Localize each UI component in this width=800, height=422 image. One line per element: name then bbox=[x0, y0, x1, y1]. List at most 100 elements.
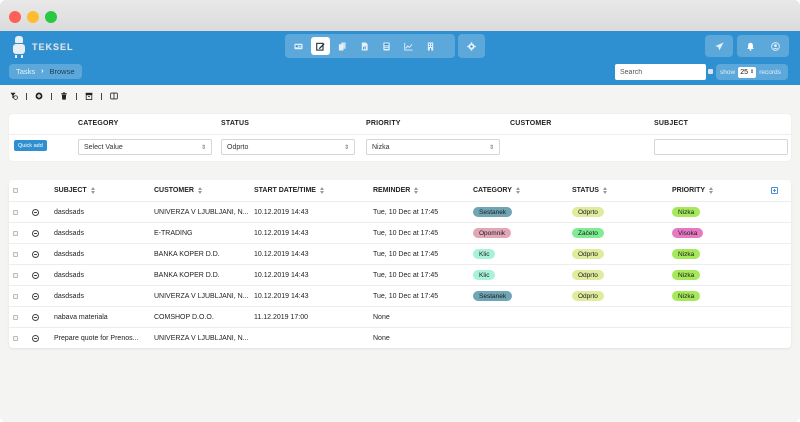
filter-label-customer: CUSTOMER bbox=[510, 120, 552, 127]
row-checkbox[interactable] bbox=[13, 293, 18, 299]
quick-add-button[interactable]: Quick add bbox=[14, 140, 47, 151]
table-row[interactable]: dasdsads BANKA KOPER D.D. 10.12.2019 14:43… bbox=[9, 244, 791, 265]
cell-subject[interactable]: Prepare quote for Prenos... bbox=[54, 335, 139, 342]
row-remove-icon[interactable] bbox=[32, 292, 39, 300]
cell-subject[interactable]: dasdsads bbox=[54, 292, 84, 300]
row-remove-icon[interactable] bbox=[32, 313, 39, 321]
column-header-customer[interactable]: CUSTOMER bbox=[154, 180, 202, 201]
column-header-category[interactable]: CATEGORY bbox=[473, 180, 520, 201]
nav-analytics-button[interactable] bbox=[399, 37, 418, 55]
category-badge: Opomnik bbox=[473, 228, 512, 238]
category-filter-select[interactable]: Select Value ⇕ bbox=[78, 139, 212, 155]
cell-subject[interactable]: nabava materiala bbox=[54, 313, 108, 321]
cell-subject[interactable]: dasdsads bbox=[54, 250, 84, 258]
maximize-window-button[interactable] bbox=[45, 11, 57, 23]
priority-badge: Nizka bbox=[672, 270, 701, 280]
column-header-reminder[interactable]: REMINDER bbox=[373, 180, 419, 201]
row-checkbox[interactable] bbox=[13, 272, 18, 278]
row-checkbox[interactable] bbox=[13, 336, 18, 341]
table-row[interactable]: Prepare quote for Prenos... UNIVERZA V LJ… bbox=[9, 328, 791, 349]
calculator-icon bbox=[383, 41, 390, 51]
cell-subject[interactable]: dasdsads bbox=[54, 208, 84, 216]
row-checkbox[interactable] bbox=[13, 251, 18, 257]
row-remove-icon[interactable] bbox=[32, 208, 39, 216]
minimize-window-button[interactable] bbox=[27, 11, 39, 23]
close-window-button[interactable] bbox=[9, 11, 21, 23]
row-checkbox[interactable] bbox=[13, 209, 18, 215]
settings-button[interactable] bbox=[462, 37, 481, 55]
nav-company-button[interactable] bbox=[421, 37, 440, 55]
status-filter-select[interactable]: Odprto ⇕ bbox=[221, 139, 355, 155]
breadcrumb-tasks[interactable]: Tasks bbox=[16, 67, 36, 76]
nav-tasks-button[interactable] bbox=[311, 37, 330, 55]
clear-filter-button[interactable] bbox=[9, 91, 19, 101]
row-checkbox[interactable] bbox=[13, 314, 18, 320]
priority-badge: Nizka bbox=[672, 291, 701, 301]
archive-button[interactable] bbox=[84, 91, 94, 101]
status-badge: Odprto bbox=[572, 207, 604, 217]
row-checkbox[interactable] bbox=[13, 230, 18, 236]
filter-label-priority: PRIORITY bbox=[366, 120, 401, 127]
table-row[interactable]: dasdsads BANKA KOPER D.D. 10.12.2019 14:43… bbox=[9, 265, 791, 286]
subject-filter-input[interactable] bbox=[654, 139, 788, 155]
cell-customer: COMSHOP D.O.O. bbox=[154, 313, 214, 321]
row-remove-icon[interactable] bbox=[32, 335, 39, 342]
send-button[interactable] bbox=[705, 35, 733, 57]
category-badge: Sestanek bbox=[473, 291, 513, 301]
breadcrumb: Tasks › Browse bbox=[9, 64, 82, 79]
row-remove-icon[interactable] bbox=[32, 229, 39, 237]
stepper-arrows-icon: ⇕ bbox=[749, 69, 755, 75]
add-button[interactable] bbox=[34, 91, 44, 101]
table-row[interactable]: dasdsads UNIVERZA V LJUBLJANI, N... 10.12.… bbox=[9, 286, 791, 307]
cell-subject[interactable]: dasdsads bbox=[54, 229, 84, 237]
priority-filter-select[interactable]: Nizka ⇕ bbox=[366, 139, 500, 155]
columns-button[interactable] bbox=[109, 91, 119, 101]
search-options-toggle[interactable] bbox=[708, 69, 713, 74]
priority-filter-value: Nizka bbox=[372, 143, 390, 151]
cell-start: 10.12.2019 14:43 bbox=[254, 250, 309, 258]
contact-card-icon bbox=[294, 43, 303, 49]
user-icon[interactable] bbox=[771, 41, 780, 51]
cell-subject[interactable]: dasdsads bbox=[54, 271, 84, 279]
select-arrows-icon: ⇕ bbox=[200, 144, 206, 151]
column-header-status[interactable]: STATUS bbox=[572, 180, 607, 201]
module-nav bbox=[285, 34, 455, 58]
select-all-checkbox[interactable] bbox=[13, 188, 18, 193]
bell-icon[interactable] bbox=[746, 42, 755, 51]
nav-reports-button[interactable] bbox=[355, 37, 374, 55]
cell-reminder: Tue, 10 Dec at 17:45 bbox=[373, 292, 439, 300]
nav-documents-button[interactable] bbox=[333, 37, 352, 55]
search-input[interactable] bbox=[615, 64, 706, 80]
row-remove-icon[interactable] bbox=[32, 250, 39, 258]
breadcrumb-separator-icon: › bbox=[41, 68, 44, 75]
cell-customer: BANKA KOPER D.D. bbox=[154, 271, 220, 279]
cell-start: 10.12.2019 14:43 bbox=[254, 208, 309, 216]
nav-contacts-button[interactable] bbox=[289, 37, 308, 55]
toolbar-divider bbox=[101, 92, 102, 100]
column-header-priority[interactable]: PRIORITY bbox=[672, 180, 714, 201]
tasks-table: SUBJECT CUSTOMER START DATE/TIME REMINDE… bbox=[9, 180, 791, 348]
column-header-start[interactable]: START DATE/TIME bbox=[254, 180, 324, 201]
table-row[interactable]: nabava materiala COMSHOP D.O.O. 11.12.2019… bbox=[9, 307, 791, 328]
status-badge: Začeto bbox=[572, 228, 604, 238]
column-header-subject[interactable]: SUBJECT bbox=[54, 180, 95, 201]
logo[interactable]: TEKSEL bbox=[12, 36, 74, 58]
nav-calculator-button[interactable] bbox=[377, 37, 396, 55]
table-row[interactable]: dasdsads UNIVERZA V LJUBLJANI, N... 10.12.… bbox=[9, 202, 791, 223]
archive-icon bbox=[85, 92, 93, 100]
filter-panel: CATEGORY STATUS PRIORITY CUSTOMER SUBJEC… bbox=[9, 114, 791, 161]
table-row[interactable]: dasdsads E-TRADING 10.12.2019 14:43 Tue, 10… bbox=[9, 223, 791, 244]
delete-button[interactable] bbox=[59, 91, 69, 101]
row-remove-icon[interactable] bbox=[32, 271, 39, 279]
select-arrows-icon: ⇕ bbox=[343, 144, 349, 151]
records-count-select[interactable]: 25 ⇕ bbox=[738, 66, 757, 78]
filter-clear-icon bbox=[10, 92, 18, 100]
app-header: TEKSEL Tasks › Browse bbox=[0, 31, 800, 85]
sort-icon bbox=[414, 187, 419, 194]
filter-label-category: CATEGORY bbox=[78, 120, 119, 127]
category-badge: Klic bbox=[473, 249, 496, 259]
filter-label-status: STATUS bbox=[221, 120, 250, 127]
category-filter-value: Select Value bbox=[84, 143, 123, 151]
add-column-icon[interactable] bbox=[771, 187, 778, 194]
